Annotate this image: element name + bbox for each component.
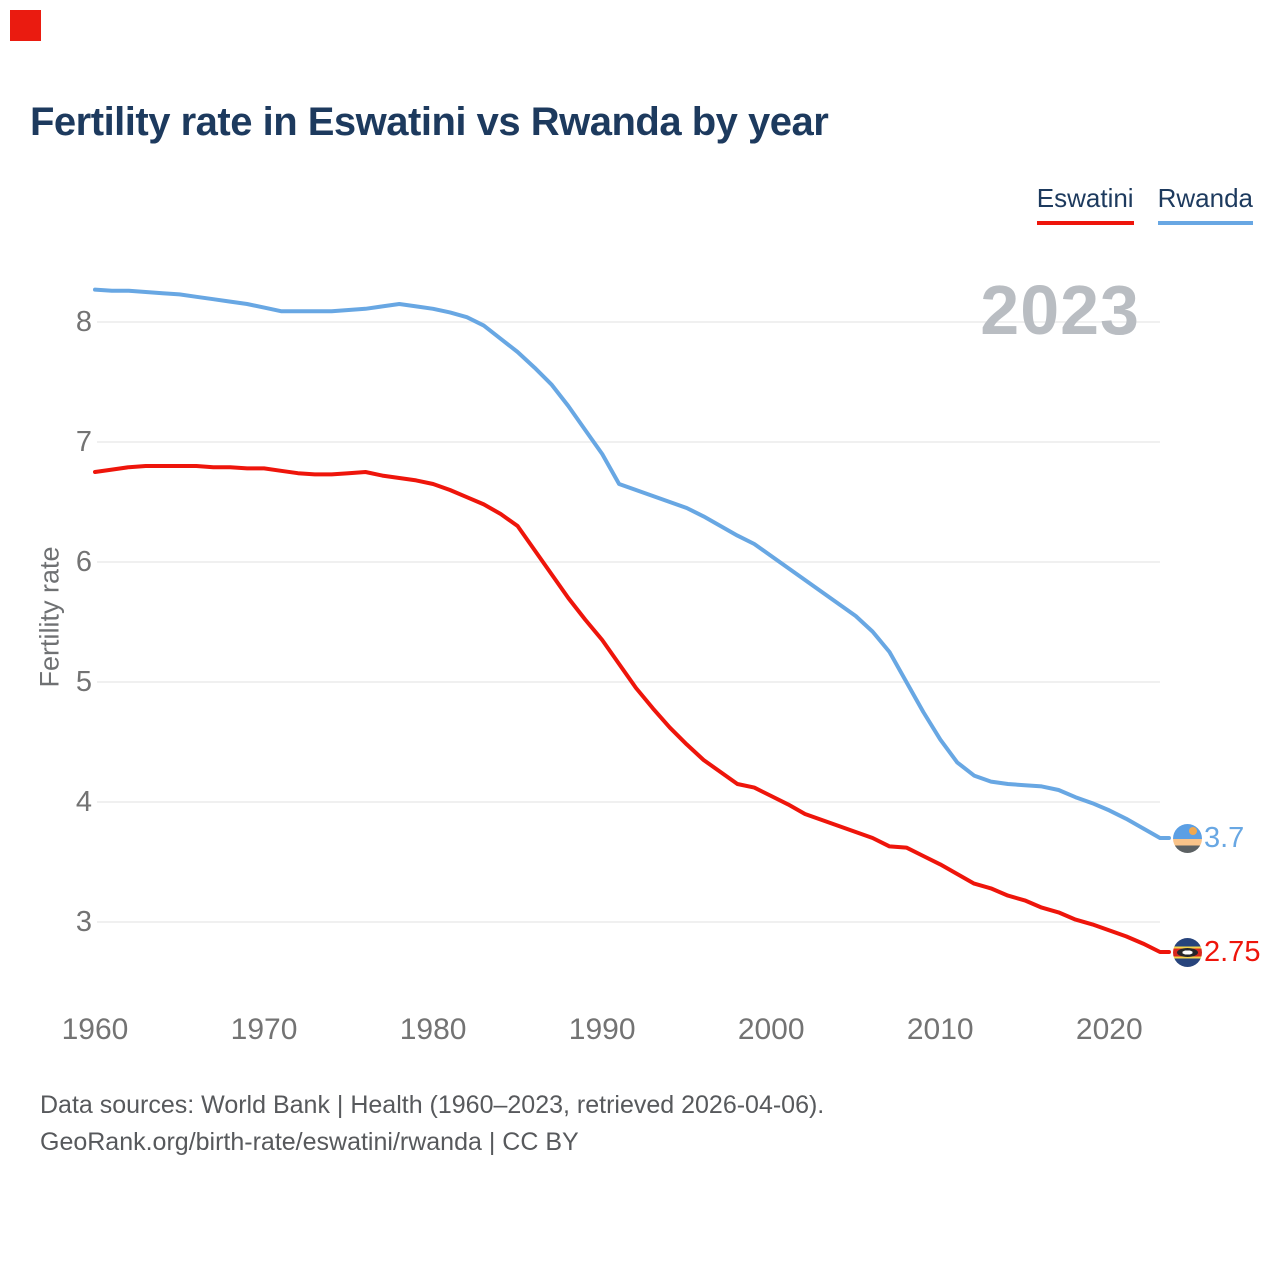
y-tick-label: 6 [75,546,92,578]
eswatini-flag-icon [1172,937,1202,967]
legend: Eswatini Rwanda [1036,183,1253,225]
page-title: Fertility rate in Eswatini vs Rwanda by … [30,100,829,144]
legend-label-rwanda: Rwanda [1157,183,1253,213]
corner-marker-square [10,10,41,41]
x-tick-label: 2020 [1075,1013,1143,1046]
footer-attribution: GeoRank.org/birth-rate/eswatini/rwanda |… [40,1128,579,1156]
x-tick-label: 2000 [737,1013,805,1046]
x-tick-label: 1990 [568,1013,636,1046]
rwanda-line[interactable] [93,287,1171,840]
x-tick-label: 1980 [399,1013,467,1046]
rwanda-end-value: 3.7 [1204,822,1245,854]
rwanda-flag-icon [1172,823,1202,853]
x-tick-label: 2010 [906,1013,974,1046]
y-tick-label: 3 [75,906,92,938]
eswatini-shield-icon [1176,947,1198,957]
y-tick-label: 8 [75,306,92,338]
footer: Data sources: World Bank | Health (1960–… [40,1087,824,1161]
watermark-year: 2023 [980,271,1140,349]
x-tick-label: 1960 [61,1013,129,1046]
x-tick-label: 1970 [230,1013,298,1046]
rwanda-sun-icon [1188,826,1197,835]
y-tick-label: 4 [75,786,92,818]
legend-item-eswatini[interactable]: Eswatini [1036,183,1134,225]
footer-sources: Data sources: World Bank | Health (1960–… [40,1091,825,1119]
legend-item-rwanda[interactable]: Rwanda [1157,183,1253,225]
eswatini-line[interactable] [93,464,1171,954]
legend-label-eswatini: Eswatini [1036,183,1134,213]
y-tick-label: 7 [75,426,92,458]
eswatini-end-value: 2.75 [1204,936,1261,968]
y-tick-label: 5 [75,666,92,698]
